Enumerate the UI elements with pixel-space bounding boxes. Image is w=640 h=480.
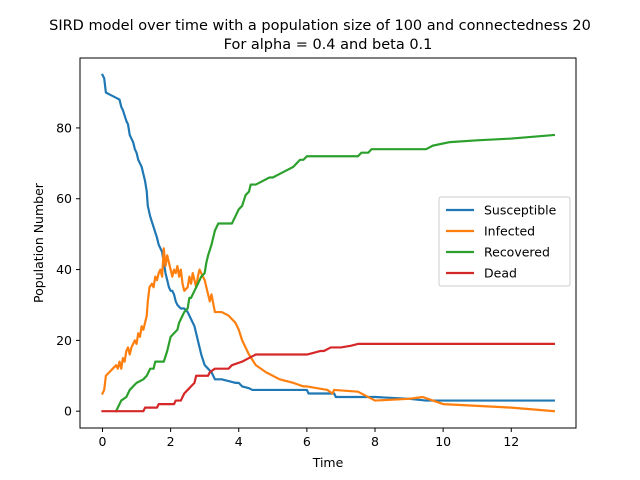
y-tick-label: 0 (64, 404, 72, 419)
legend-box (438, 196, 571, 287)
y-tick-label: 40 (56, 262, 72, 277)
x-tick-label: 0 (99, 434, 107, 449)
legend-label-infected: Infected (484, 224, 535, 239)
y-tick-label: 20 (56, 333, 72, 348)
legend-label-dead: Dead (484, 266, 517, 281)
y-tick-label: 80 (56, 120, 72, 135)
series-line-susceptible (101, 73, 555, 402)
chart-title: For alpha = 0.4 and beta 0.1 (224, 37, 433, 53)
legend-label-susceptible: Susceptible (484, 203, 557, 218)
x-axis-label: Time (312, 455, 344, 470)
x-tick-label: 12 (503, 434, 519, 449)
series-line-infected (101, 247, 556, 413)
x-tick-label: 8 (371, 434, 379, 449)
series-layer (101, 73, 556, 413)
y-axis-label: Population Number (31, 182, 46, 303)
legend: Susceptible Infected Recovered Dead (438, 196, 571, 287)
x-tick-label: 6 (303, 434, 311, 449)
x-axis: 0 2 4 6 8 10 12 (99, 428, 519, 449)
chart-suptitle: SIRD model over time with a population s… (49, 18, 591, 34)
x-tick-label: 4 (235, 434, 243, 449)
y-tick-label: 60 (56, 191, 72, 206)
series-line-dead (101, 342, 555, 413)
legend-label-recovered: Recovered (484, 245, 550, 260)
x-tick-label: 2 (167, 434, 175, 449)
series-line-recovered (114, 133, 556, 413)
y-axis: 0 20 40 60 80 (56, 120, 80, 419)
plot-frame (79, 57, 577, 429)
x-tick-label: 10 (435, 434, 451, 449)
